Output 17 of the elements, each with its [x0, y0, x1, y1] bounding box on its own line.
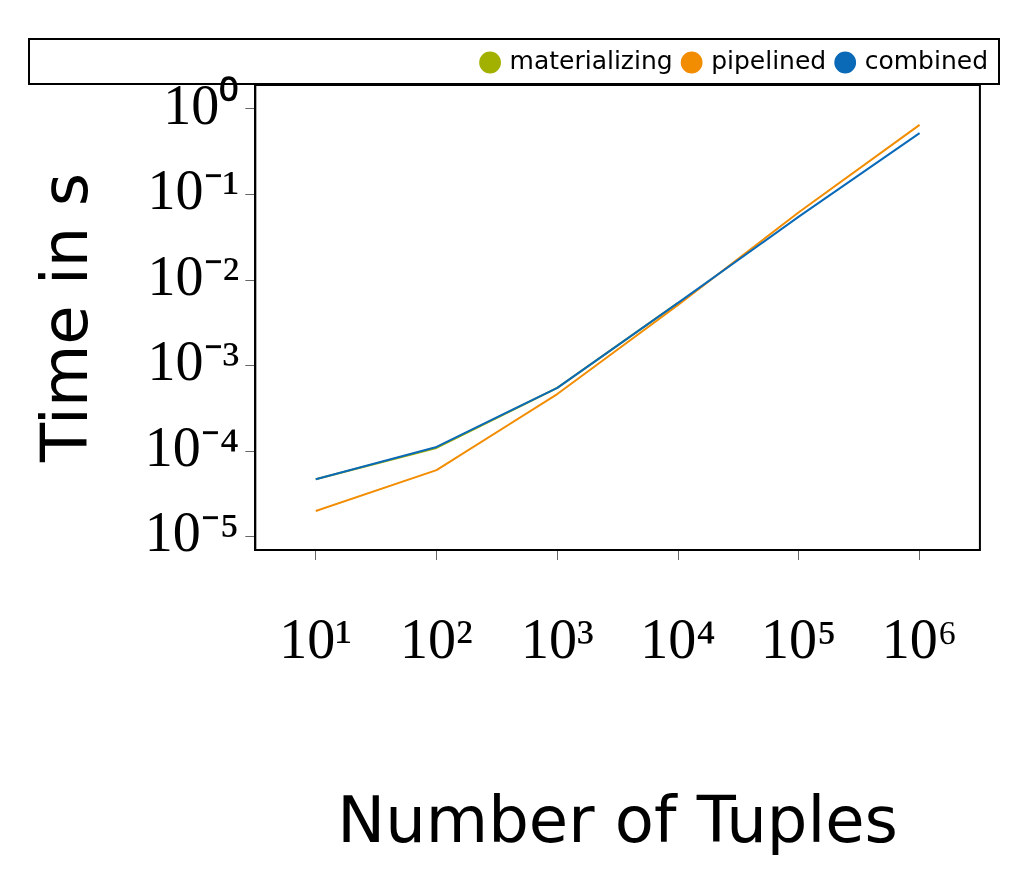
y-tick-label: 10⁻² [147, 244, 240, 307]
x-axis-title: Number of Tuples [337, 783, 898, 858]
y-tick-label: 10⁰ [163, 73, 240, 136]
y-axis-title: Time in s [28, 173, 103, 463]
legend-label: pipelined [711, 46, 827, 75]
y-tick-label: 10⁻³ [147, 330, 240, 393]
y-tick-label: 10⁻⁴ [144, 415, 240, 478]
x-tick-label: 10⁴ [640, 608, 716, 671]
legend-label: combined [864, 46, 989, 75]
x-tick-label: 10² [400, 608, 473, 671]
y-tick-label: 10⁻¹ [147, 159, 240, 222]
x-tick-label: 10³ [520, 608, 594, 671]
x-tick-label: 10⁵ [761, 608, 837, 671]
x-tick-label: 10⁶ [881, 608, 958, 671]
y-tick-label: 10⁻⁵ [144, 501, 240, 564]
x-tick-label: 10¹ [279, 608, 353, 671]
legend-label: materializing [509, 46, 673, 75]
